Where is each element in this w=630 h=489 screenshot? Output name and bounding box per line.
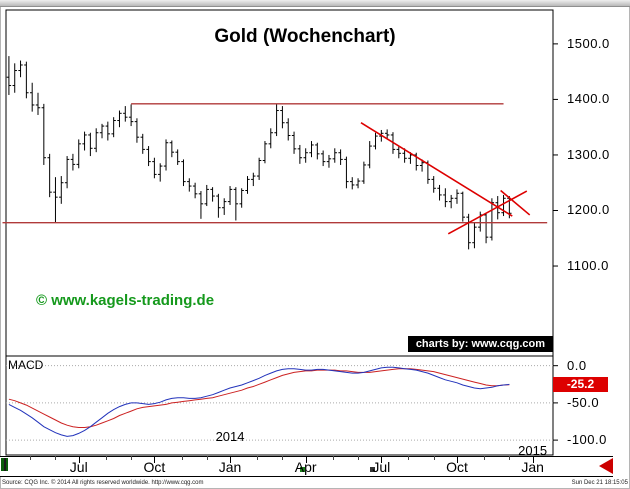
timeline-month-label: Oct	[143, 459, 166, 475]
axis-tick-marks	[553, 43, 558, 441]
macd-signal-line	[8, 368, 510, 428]
chart-title: Gold (Wochenchart)	[214, 26, 396, 47]
timeline-major-tick	[305, 456, 307, 463]
timeline-minor-tick	[484, 456, 485, 460]
timeline-left-marker	[1, 458, 8, 471]
price-axis-label: 1100.0	[567, 258, 609, 274]
macd-axis-label: -100.0	[567, 432, 607, 448]
timeline-minor-tick	[333, 456, 334, 460]
scroll-left-arrow-icon[interactable]	[599, 458, 613, 474]
price-axis-label: 1500.0	[567, 35, 610, 51]
timeline-minor-tick	[182, 456, 183, 460]
timeline-minor-tick	[131, 456, 132, 460]
timeline-minor-tick	[434, 456, 435, 460]
window-titlebar	[0, 0, 630, 7]
price-axis-label: 1200.0	[567, 202, 610, 218]
timeline-major-tick	[154, 456, 156, 463]
timeline-minor-tick	[509, 456, 510, 460]
timeline-minor-tick	[55, 456, 56, 460]
year-label-2015: 2015	[518, 443, 548, 458]
macd-panel-label: MACD	[8, 358, 44, 372]
macd-lines	[8, 366, 510, 437]
panel-borders	[5, 9, 554, 456]
timeline-minor-tick	[282, 456, 283, 460]
timeline-month-label: Jan	[218, 459, 242, 475]
timeline-month-label: Jan	[521, 459, 544, 475]
timeline-major-tick	[532, 456, 534, 463]
price-axis-label: 1300.0	[567, 146, 610, 162]
charts-by-badge: charts by: www.cqg.com	[407, 336, 553, 352]
macd-axis-label: -50.0	[567, 394, 600, 410]
timeline-minor-tick	[30, 456, 31, 460]
timeline-minor-tick	[106, 456, 107, 460]
timeline-month-label: Apr	[294, 459, 317, 475]
footer-bar: Source: CQG Inc. © 2014 All rights reser…	[2, 480, 628, 486]
macd-axis-label: 0.0	[567, 357, 587, 373]
trendlines	[2, 103, 548, 235]
timeline-major-tick	[230, 456, 232, 463]
timeline-minor-tick	[408, 456, 409, 460]
timeline-marker-green	[300, 467, 305, 472]
timeline-month-label: Jul	[372, 459, 391, 475]
macd-gridlines	[6, 365, 553, 441]
timeline-month-label: Jul	[69, 459, 88, 475]
render-timestamp: Sun Dec 21 18:15:05	[571, 480, 628, 486]
macd-line	[8, 366, 510, 437]
timeline-major-tick	[456, 456, 458, 463]
price-axis-label: 1400.0	[567, 91, 610, 107]
timeline-minor-tick	[358, 456, 359, 460]
timeline-marker-dark	[370, 467, 375, 472]
timeline-minor-tick	[207, 456, 208, 460]
timeline-major-tick	[381, 456, 383, 463]
year-label-2014: 2014	[215, 429, 245, 444]
watermark-text: © www.kagels-trading.de	[36, 292, 215, 309]
timeline-month-label: Oct	[446, 459, 468, 475]
timeline-major-tick	[78, 456, 80, 463]
macd-current-value-badge: -25.2	[553, 377, 608, 393]
price-bars	[6, 56, 512, 250]
source-attribution: Source: CQG Inc. © 2014 All rights reser…	[2, 480, 204, 486]
timeline-minor-tick	[257, 456, 258, 460]
